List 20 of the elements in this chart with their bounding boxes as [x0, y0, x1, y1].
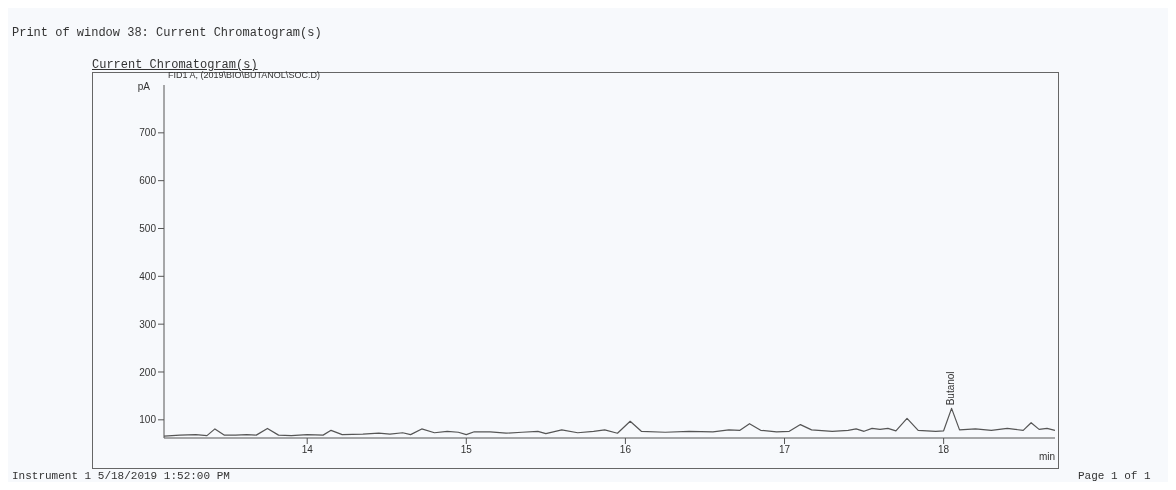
chart-subtitle: Current Chromatogram(s) — [92, 58, 258, 72]
text: FID1 A, (2019\BIO\BUTANOL\SOC.D) — [168, 70, 320, 80]
y-tick-label: 400 — [139, 270, 157, 282]
text: Page 1 of 1 — [1078, 470, 1151, 482]
y-tick-label: 700 — [139, 127, 157, 139]
y-tick-label: 200 — [139, 366, 157, 378]
x-tick-label: 15 — [460, 444, 473, 456]
annotation: Butanol — [945, 371, 957, 406]
x-tick-label: 16 — [619, 444, 632, 456]
x-tick-label: 18 — [938, 444, 950, 456]
y-tick-label: 500 — [139, 223, 157, 235]
chart-title: Print of window 38: Current Chromatogram(s) — [12, 26, 322, 40]
y-tick-label: 600 — [139, 175, 157, 187]
y-tick-label: 300 — [139, 318, 157, 330]
y-tick-label: 100 — [139, 414, 157, 426]
x-tick-label: 17 — [778, 444, 791, 456]
x-tick-label: 14 — [301, 444, 314, 456]
x-axis-title: min — [1038, 451, 1055, 462]
y-axis-title: pA — [137, 81, 151, 93]
text: Instrument 1 5/18/2019 1:52:00 PM — [12, 470, 230, 482]
